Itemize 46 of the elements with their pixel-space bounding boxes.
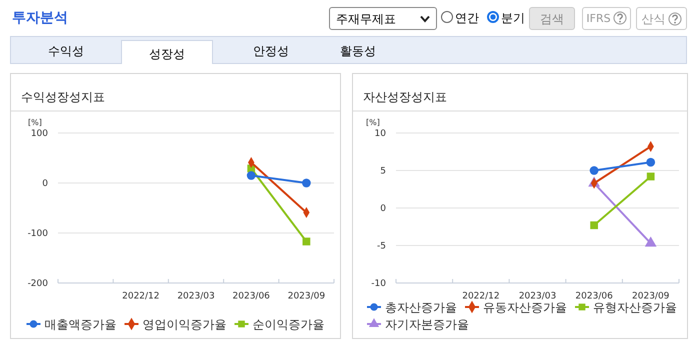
point: [246, 171, 256, 180]
legend-label: 유형자산증가율: [593, 300, 677, 314]
y-tick-label: 5: [380, 166, 386, 176]
legend-label: 자기자본증가율: [385, 318, 469, 332]
legend-label: 유동자산증가율: [483, 300, 567, 314]
x-tick-label: 2023/03: [518, 291, 556, 302]
text: 분기: [501, 11, 525, 25]
x-tick-label: 2023/06: [232, 291, 270, 302]
text: 활동성: [339, 43, 377, 60]
x-tick-label: 2023/03: [177, 291, 215, 302]
legend-label: 매출액증가율: [44, 318, 116, 332]
point: [302, 178, 311, 188]
y-tick-label: -100: [28, 228, 48, 239]
y-tick-label: -10: [371, 278, 386, 289]
point: [646, 172, 655, 180]
y-tick-label: 0: [42, 178, 48, 189]
search-button: 검색: [529, 7, 575, 30]
x-tick-label: 2022/12: [462, 291, 500, 302]
point: [590, 221, 598, 230]
x-tick-label: 2023/09: [288, 291, 326, 302]
y-tick-label: 100: [30, 128, 48, 139]
text: 안정성: [252, 43, 290, 60]
y-tick-label: -5: [377, 241, 386, 252]
x-tick-label: 2023/06: [575, 291, 614, 302]
point: [302, 238, 310, 246]
y-tick-label: -200: [28, 278, 48, 289]
y-tick-label: 10: [374, 128, 386, 139]
y-tick-label: 0: [380, 204, 386, 214]
x-tick-label: 2023/09: [632, 291, 670, 302]
text: 투자분석: [12, 9, 68, 27]
chart-title: 자산성장성지표: [363, 90, 447, 104]
point: [646, 158, 656, 167]
text: 수익성: [47, 43, 85, 60]
chart-title: 수익성장성지표: [21, 90, 105, 104]
y-axis-title: [%]: [366, 118, 380, 127]
x-tick-label: 2022/12: [122, 291, 160, 302]
legend-label: 총자산증가율: [385, 300, 457, 314]
legend-label: 순이익증가율: [252, 318, 324, 332]
button: IFRS: [582, 7, 631, 30]
legend-label: 영업이익증가율: [142, 318, 226, 332]
dropdown: 주재무제표: [329, 7, 437, 30]
button: 산식: [636, 7, 687, 30]
y-axis-title: [%]: [28, 118, 42, 127]
text: 연간: [455, 11, 479, 25]
text: 성장성: [121, 40, 213, 64]
point: [590, 166, 598, 175]
